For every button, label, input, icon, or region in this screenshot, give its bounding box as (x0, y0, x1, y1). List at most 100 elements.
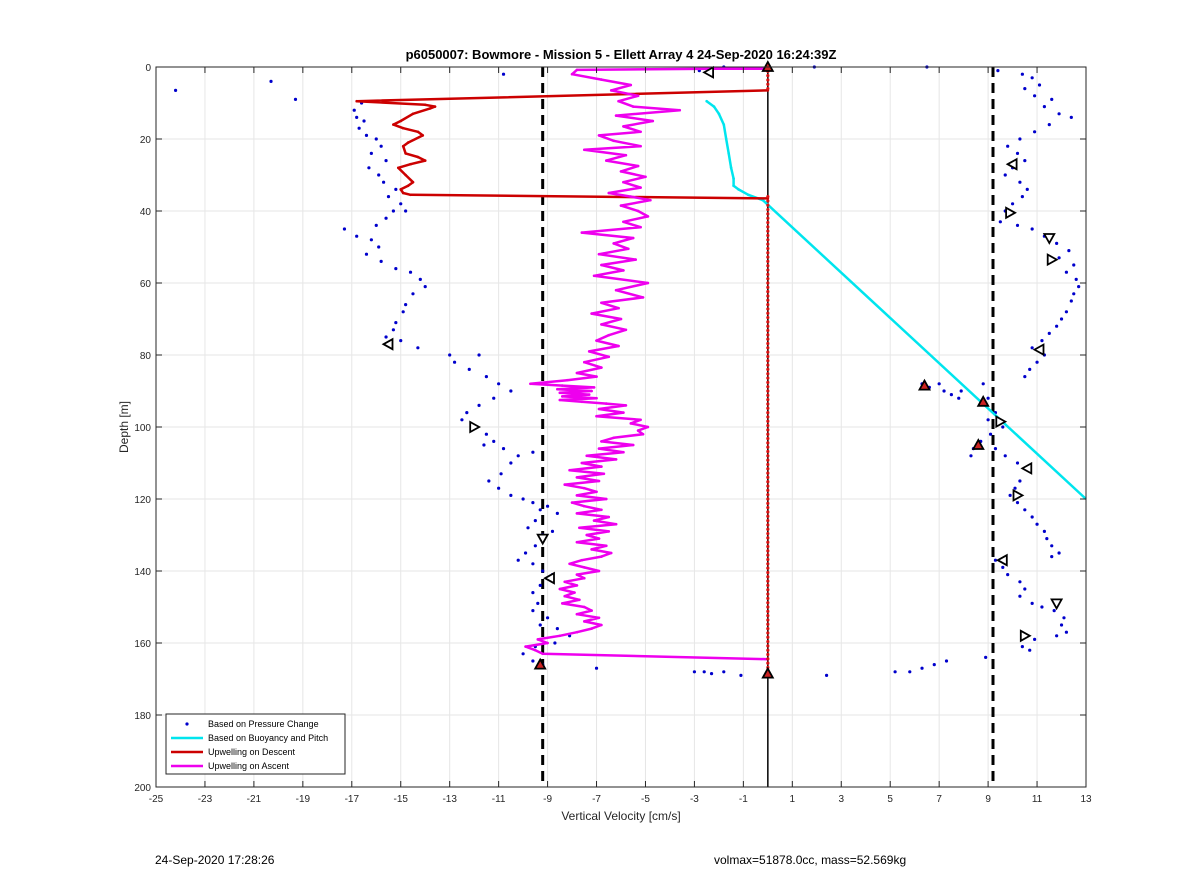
upwelling-on-ascent-point (580, 231, 584, 234)
upwelling-on-ascent-point (607, 333, 611, 337)
upwelling-on-descent-point (416, 155, 420, 159)
upwelling-on-descent-point (766, 311, 770, 315)
upwelling-on-descent-point (766, 644, 770, 648)
upwelling-on-ascent-point (602, 472, 606, 476)
upwelling-on-ascent-point (678, 108, 682, 112)
pressure-change-point (993, 447, 998, 451)
pressure-change-point (531, 609, 535, 613)
triangle-markers (381, 60, 1064, 679)
pressure-change-point (501, 72, 506, 76)
based-on-buoyancy-and-pitch-point (717, 112, 721, 116)
triangle-left-marker (1032, 343, 1045, 357)
upwelling-on-descent-point (766, 238, 770, 242)
upwelling-on-descent-point (766, 622, 770, 626)
pressure-change-point (382, 180, 386, 184)
pressure-change-point (824, 673, 829, 678)
y-tick-label: 80 (140, 351, 152, 362)
pressure-change-point (988, 432, 993, 436)
upwelling-on-descent-point (392, 123, 395, 126)
upwelling-on-descent-point (766, 359, 770, 363)
upwelling-on-ascent-point (590, 389, 593, 393)
upwelling-on-descent-point (766, 385, 770, 389)
pressure-change-point (460, 418, 464, 422)
upwelling-on-ascent-point (622, 411, 625, 414)
pressure-change-point (384, 159, 388, 163)
pressure-change-point (531, 591, 535, 595)
upwelling-on-ascent-point (605, 544, 608, 548)
upwelling-on-ascent-point (582, 360, 586, 364)
upwelling-on-descent-point (766, 544, 770, 549)
upwelling-on-ascent-point (605, 402, 608, 405)
upwelling-on-descent-point (766, 588, 770, 592)
upwelling-on-ascent-point (582, 576, 586, 580)
upwelling-on-ascent-point (600, 440, 603, 443)
upwelling-on-ascent-point (639, 225, 642, 229)
upwelling-on-descent-point (766, 298, 770, 302)
upwelling-on-ascent-point (558, 587, 562, 591)
upwelling-on-descent-point (766, 562, 770, 566)
pressure-change-point (1033, 130, 1037, 134)
pressure-change-point (374, 223, 378, 227)
pressure-change-point (394, 321, 398, 325)
upwelling-on-descent-point (355, 99, 358, 103)
triangle-right-marker (1012, 488, 1025, 502)
upwelling-on-descent-point (433, 105, 437, 108)
pressure-change-point (526, 526, 530, 530)
pressure-change-point (986, 396, 990, 400)
pressure-change-point (594, 666, 599, 670)
upwelling-on-descent-point (396, 166, 400, 170)
pressure-change-point (487, 479, 491, 483)
upwelling-on-ascent-point (534, 648, 537, 652)
upwelling-on-descent-point (766, 570, 770, 575)
upwelling-on-descent-point (766, 216, 770, 220)
upwelling-on-descent-point (411, 180, 415, 184)
pressure-change-point (981, 382, 985, 386)
upwelling-on-descent-point (766, 592, 770, 596)
pressure-change-point (416, 346, 420, 350)
pressure-change-point (1055, 241, 1059, 245)
upwelling-on-descent-point (766, 324, 770, 328)
upwelling-on-descent-point (766, 320, 770, 324)
data-series (173, 65, 1087, 678)
upwelling-on-descent-point (766, 635, 770, 639)
upwelling-on-descent-point (766, 540, 770, 544)
upwelling-on-descent-point (766, 402, 770, 406)
upwelling-on-descent-point (399, 119, 403, 123)
pressure-change-point (492, 396, 496, 400)
upwelling-on-ascent-point (575, 494, 579, 497)
pressure-change-point (1040, 605, 1044, 609)
upwelling-on-ascent-point (575, 540, 579, 544)
upwelling-on-ascent-point (582, 504, 586, 508)
y-tick-label: 40 (140, 207, 152, 218)
upwelling-on-ascent-point (612, 139, 615, 143)
pressure-change-point (533, 544, 537, 548)
pressure-change-point (1020, 645, 1024, 649)
pressure-change-point (531, 562, 535, 566)
upwelling-on-ascent-point (575, 630, 579, 634)
pressure-change-point (1020, 195, 1024, 199)
x-tick-label: 11 (1032, 794, 1043, 805)
upwelling-on-ascent-point (636, 429, 640, 432)
upwelling-on-descent-point (766, 277, 770, 281)
upwelling-on-ascent-point (597, 616, 601, 620)
upwelling-on-ascent-point (600, 301, 603, 305)
upwelling-on-ascent-point (646, 281, 650, 285)
pressure-change-point (553, 641, 557, 645)
upwelling-on-ascent-point (614, 288, 618, 292)
pressure-change-point (550, 529, 555, 534)
pressure-change-point (516, 558, 520, 562)
pressure-change-point (998, 220, 1002, 224)
pressure-change-point (467, 367, 471, 371)
upwelling-on-ascent-point (600, 508, 603, 512)
upwelling-on-descent-point (766, 307, 770, 311)
upwelling-on-descent-point (766, 268, 770, 272)
pressure-change-point (369, 238, 373, 242)
pressure-change-point (1033, 637, 1037, 642)
upwelling-on-ascent-point (639, 186, 642, 189)
triangle-down-marker (1050, 598, 1064, 611)
upwelling-on-descent-point (406, 141, 410, 144)
upwelling-on-descent-point (766, 423, 770, 428)
triangle-up-marker (976, 394, 990, 407)
upwelling-on-descent-point (766, 372, 770, 376)
